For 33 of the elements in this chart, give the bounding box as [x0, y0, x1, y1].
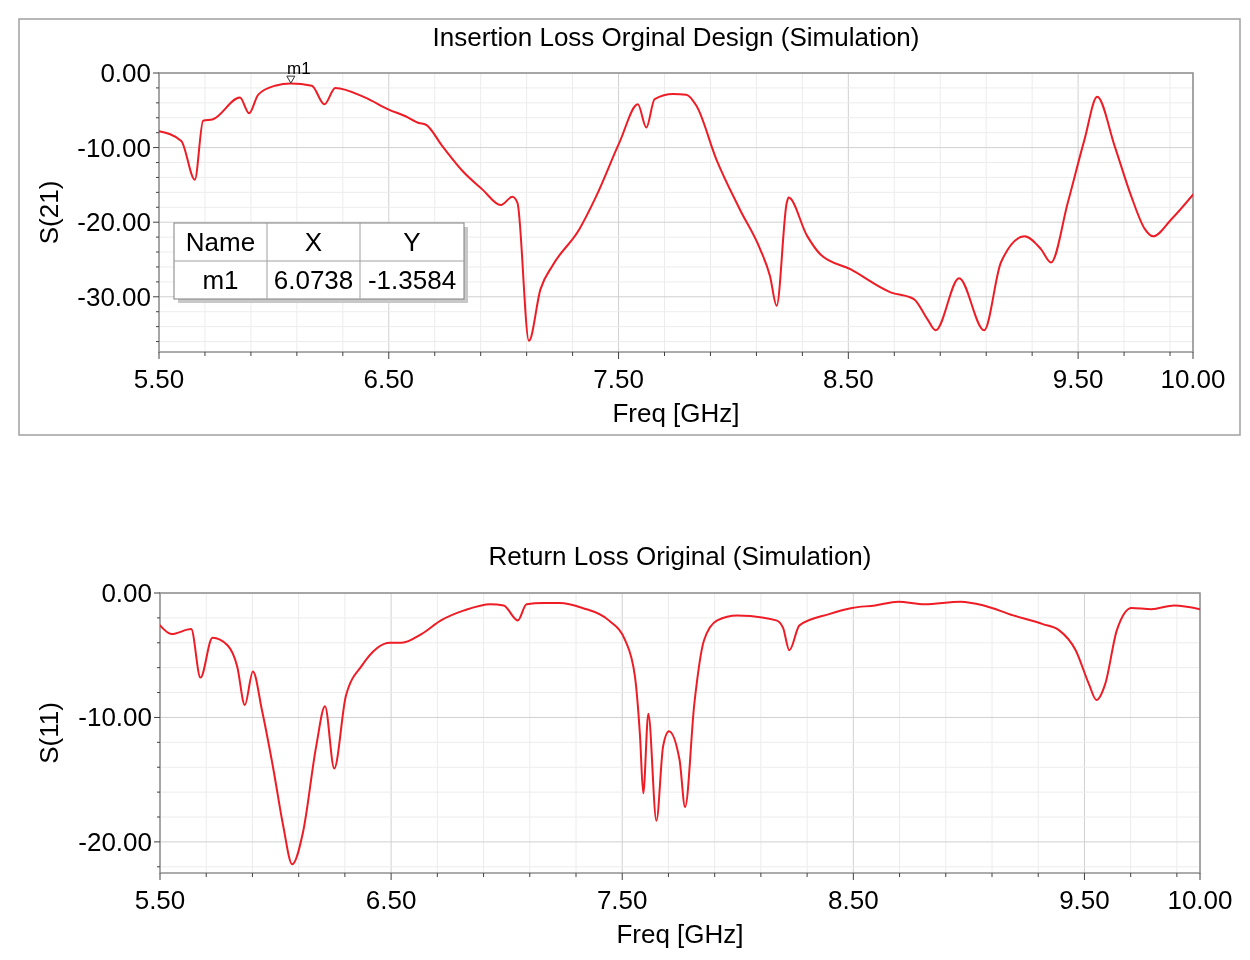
y-tick-label: -20.00 — [78, 826, 152, 857]
x-tick-label: 7.50 — [596, 885, 648, 915]
annotation: -1.3584 — [367, 265, 457, 295]
y-tick-label: -10.00 — [77, 132, 151, 163]
x-tick-label: 8.50 — [828, 885, 879, 915]
x-tick-label: 6.50 — [365, 885, 417, 915]
x-tick-label: 9.50 — [1052, 364, 1104, 394]
x-tick-label: 10.00 — [1167, 885, 1233, 915]
annotation: Name — [185, 227, 256, 257]
x-axis-title: Freq [GHz] — [612, 398, 740, 428]
chart-title: Insertion Loss Orginal Design (Simulation) — [432, 22, 920, 52]
x-tick-label: 5.50 — [134, 885, 186, 915]
x-axis-title: Freq [GHz] — [616, 919, 744, 949]
chart-title: Return Loss Original (Simulation) — [488, 541, 872, 571]
annotation: 6.0738 — [273, 265, 354, 295]
annotation: m1 — [202, 265, 239, 295]
y-tick-label: -10.00 — [78, 702, 152, 733]
line-series — [160, 600, 1200, 866]
y-tick-label: 0.00 — [101, 578, 152, 608]
y-tick-label: -30.00 — [77, 281, 151, 312]
y-tick-label: 0.00 — [100, 58, 151, 88]
x-tick-label: 8.50 — [823, 364, 874, 394]
x-tick-label: 5.50 — [133, 364, 185, 394]
x-tick-label: 9.50 — [1059, 885, 1110, 915]
x-tick-label: 7.50 — [593, 364, 644, 394]
x-tick-label: 10.00 — [1160, 364, 1226, 394]
y-tick-label: -20.00 — [77, 207, 151, 238]
annotation: Y — [403, 227, 421, 257]
annotation: m1 — [287, 59, 311, 79]
x-tick-label: 6.50 — [363, 364, 415, 394]
annotation: X — [304, 227, 323, 257]
y-axis-title: S(21) — [34, 180, 64, 245]
y-axis-title: S(11) — [34, 702, 64, 764]
